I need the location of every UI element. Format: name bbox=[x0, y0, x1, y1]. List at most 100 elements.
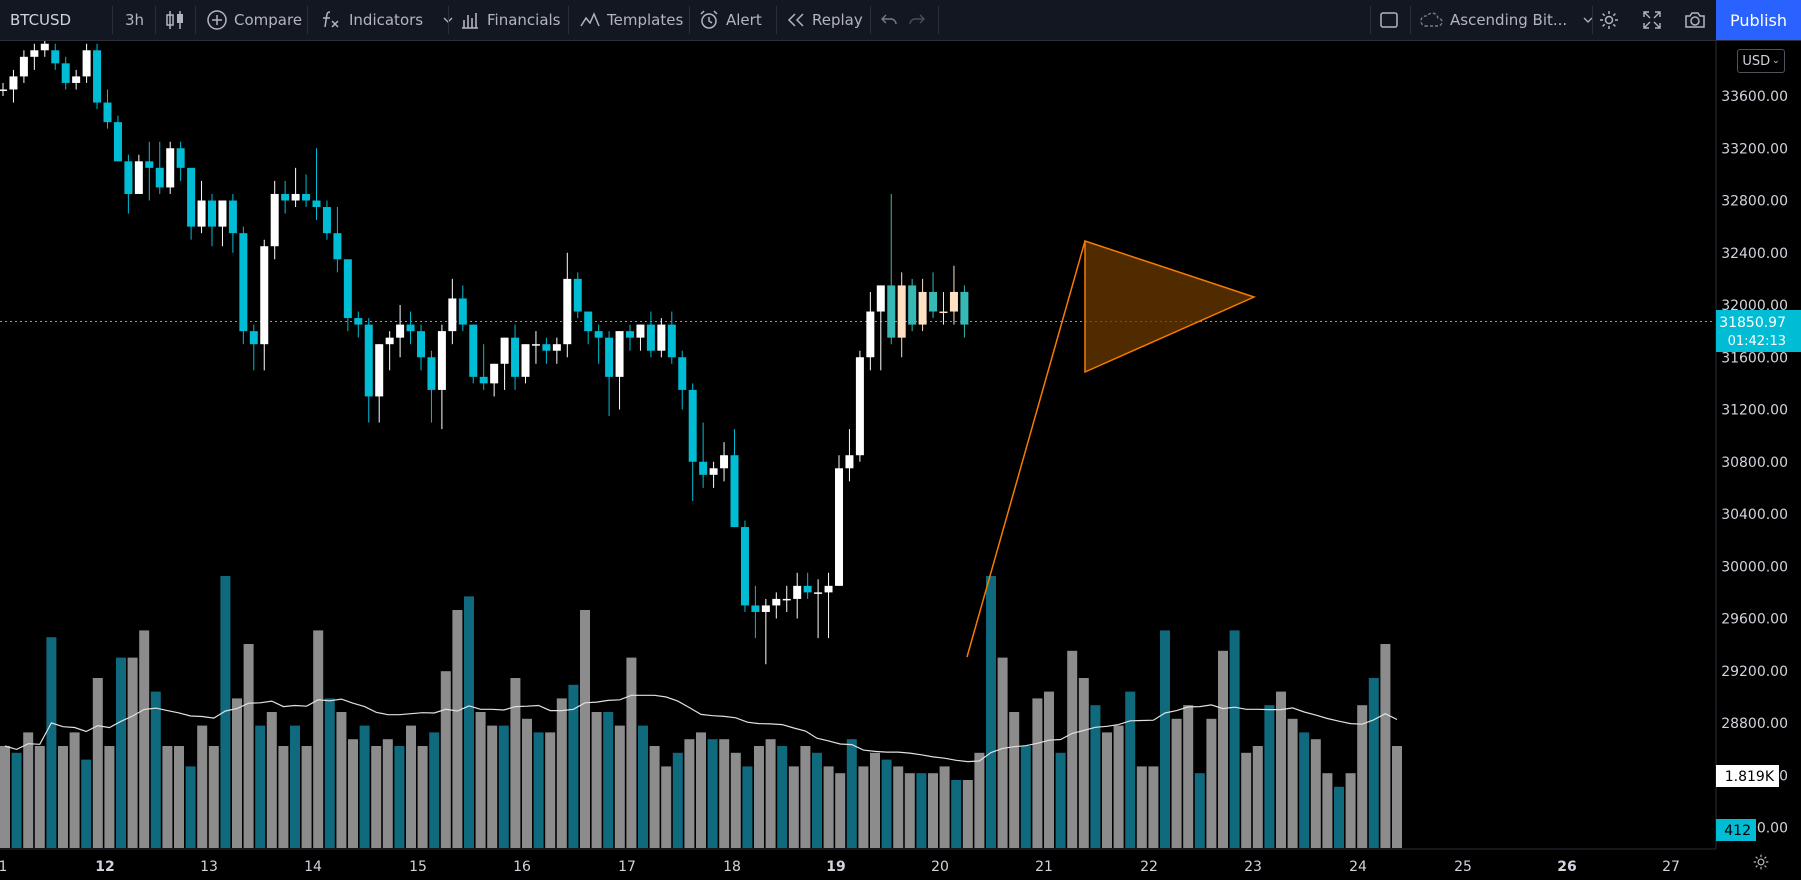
volume-bar bbox=[777, 746, 788, 848]
volume-bar bbox=[661, 766, 672, 848]
candle bbox=[918, 278, 927, 332]
volume-bar bbox=[1067, 650, 1078, 848]
pennant-pole[interactable] bbox=[966, 240, 1086, 658]
compare-label: Compare bbox=[234, 11, 303, 29]
candle bbox=[939, 291, 948, 325]
candle bbox=[897, 272, 906, 358]
fullscreen-button[interactable] bbox=[1642, 0, 1662, 40]
volume-bar bbox=[382, 739, 393, 848]
candle bbox=[343, 259, 352, 332]
volume-bar bbox=[649, 746, 660, 848]
volume-bar bbox=[881, 759, 892, 848]
volume-bar bbox=[684, 739, 695, 848]
financials-button[interactable]: Financials bbox=[459, 0, 561, 40]
volume-bar bbox=[754, 746, 764, 848]
volume-bar bbox=[440, 671, 451, 848]
candle bbox=[646, 311, 655, 358]
volume-bar bbox=[81, 759, 92, 848]
replay-button[interactable]: Replay bbox=[786, 0, 863, 40]
chart-type-button[interactable] bbox=[165, 0, 185, 40]
volume-bar bbox=[568, 684, 579, 848]
candle bbox=[9, 69, 18, 103]
volume-bar bbox=[394, 746, 405, 848]
layout-name-button[interactable]: Ascending Bit... bbox=[1418, 0, 1593, 40]
templates-button[interactable]: Templates bbox=[579, 0, 683, 40]
candle bbox=[103, 89, 112, 129]
volume-bar bbox=[429, 732, 440, 848]
price-tick-label: 30000.00 bbox=[1721, 559, 1788, 575]
volume-bar bbox=[730, 752, 741, 848]
indicators-button[interactable]: Indicators bbox=[321, 0, 453, 40]
axis-settings-button[interactable] bbox=[1752, 853, 1770, 875]
candle bbox=[249, 324, 258, 371]
symbol-search[interactable]: BTCUSD bbox=[10, 0, 71, 40]
volume-bar bbox=[104, 746, 115, 848]
volume-bar bbox=[278, 746, 289, 848]
time-tick-label: 24 bbox=[1349, 859, 1367, 875]
candle bbox=[855, 350, 864, 462]
fullscreen-layout-button[interactable] bbox=[1378, 0, 1400, 40]
candle bbox=[19, 50, 28, 83]
candle bbox=[657, 318, 666, 358]
candle bbox=[814, 579, 823, 639]
volume-bar bbox=[1252, 746, 1263, 848]
volume-bar bbox=[266, 712, 277, 848]
chart-area[interactable]: 33600.0033200.0032800.0032400.0032000.00… bbox=[0, 41, 1801, 880]
volume-bar bbox=[1218, 650, 1228, 848]
candle bbox=[761, 598, 770, 665]
interval-label: 3h bbox=[125, 11, 145, 29]
time-ticks: 1 12 13 14 15 16 17 18 19 20 21 22 23 24 25 26 27 bbox=[0, 859, 1680, 875]
candle bbox=[521, 344, 530, 384]
volume-label: 412 bbox=[1724, 823, 1751, 839]
volume-bar bbox=[870, 752, 880, 848]
candle bbox=[688, 383, 697, 501]
candle bbox=[176, 141, 185, 181]
candle bbox=[0, 82, 7, 96]
volume-bar bbox=[951, 780, 962, 848]
volume-bar bbox=[1125, 691, 1136, 848]
price-axis[interactable] bbox=[1716, 41, 1801, 849]
current-price-tag bbox=[1716, 310, 1801, 352]
pennant-drawing[interactable] bbox=[966, 239, 1257, 658]
volume-ma-label: 1.819K bbox=[1725, 769, 1775, 785]
volume-bar bbox=[1113, 725, 1124, 848]
volume-bar bbox=[1009, 712, 1020, 848]
compare-button[interactable]: Compare bbox=[206, 0, 302, 40]
redo-button[interactable] bbox=[908, 0, 926, 40]
time-tick-label: 22 bbox=[1140, 859, 1158, 875]
alert-button[interactable]: Alert bbox=[698, 0, 762, 40]
volume-bar bbox=[545, 732, 556, 848]
candle bbox=[155, 141, 164, 194]
interval-button[interactable]: 3h bbox=[125, 0, 144, 40]
volume-bar bbox=[962, 780, 973, 848]
volume-bar bbox=[139, 630, 150, 848]
time-axis[interactable] bbox=[0, 849, 1801, 880]
volume-bar bbox=[614, 725, 625, 848]
volume-bar bbox=[1171, 718, 1182, 848]
volume-bar bbox=[116, 657, 126, 848]
candle bbox=[542, 337, 551, 364]
undo-button[interactable] bbox=[880, 0, 898, 40]
candle bbox=[417, 324, 425, 371]
volume-bar bbox=[1078, 678, 1089, 848]
candle bbox=[730, 429, 739, 528]
candle bbox=[772, 592, 781, 619]
settings-button[interactable] bbox=[1598, 0, 1620, 40]
volume-bar bbox=[301, 746, 312, 848]
top-toolbar: BTCUSD 3h Compare Indicators Financials … bbox=[0, 0, 1801, 41]
volume-bar bbox=[220, 576, 231, 848]
publish-button[interactable]: Publish bbox=[1716, 0, 1801, 40]
volume-bar bbox=[522, 718, 532, 848]
volume-bars bbox=[0, 576, 1402, 848]
candle bbox=[709, 461, 718, 488]
time-tick-label: 21 bbox=[1035, 859, 1053, 875]
volume-bar bbox=[464, 596, 474, 848]
volume-bar bbox=[556, 698, 567, 848]
price-tick-label: 33200.00 bbox=[1721, 141, 1788, 157]
volume-bar bbox=[1136, 766, 1147, 848]
pennant-triangle[interactable] bbox=[1084, 239, 1257, 374]
snapshot-button[interactable] bbox=[1683, 0, 1707, 40]
volume-bar bbox=[452, 610, 463, 848]
currency-button[interactable]: USD ⌄ bbox=[1737, 49, 1785, 73]
volume-bar bbox=[812, 752, 822, 848]
